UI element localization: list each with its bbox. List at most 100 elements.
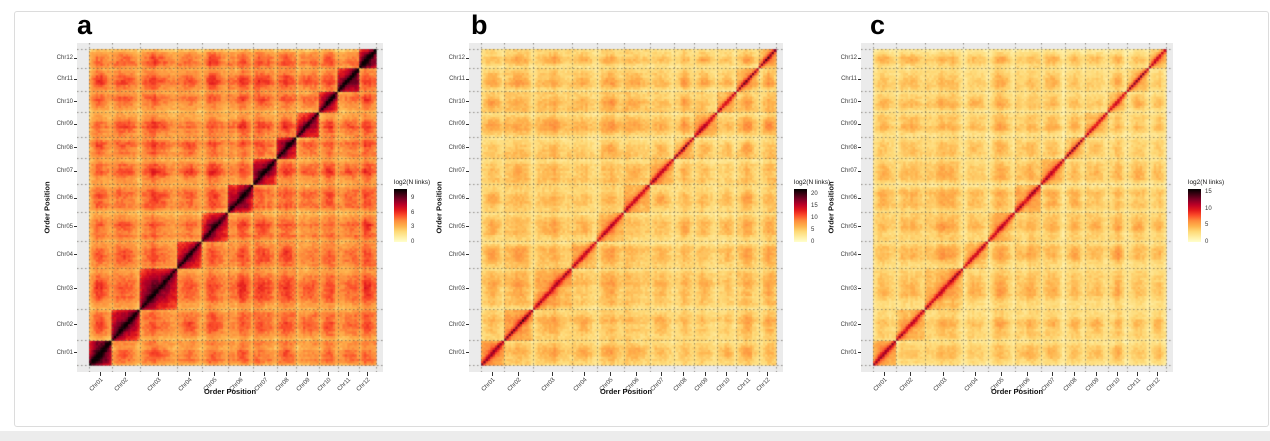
- x-tick-mark: [974, 372, 976, 376]
- colorbar-legend-c: log2(N links) 15 10 5 0: [1188, 179, 1238, 245]
- page-footer-strip: [0, 431, 1270, 441]
- y-tick-mark: [857, 226, 861, 228]
- y-tick-mark: [857, 123, 861, 125]
- y-tick-mark: [73, 352, 77, 354]
- y-tick-label: Chr06: [840, 195, 857, 202]
- y-tick-mark: [465, 78, 469, 80]
- legend-tick-label: 0: [411, 239, 415, 245]
- y-tick-mark: [465, 57, 469, 59]
- y-axis-title: Order Position: [434, 181, 444, 234]
- x-tick-mark: [1000, 372, 1002, 376]
- legend-tick-label: 6: [411, 209, 415, 216]
- y-tick-mark: [857, 101, 861, 103]
- x-tick-mark: [705, 372, 707, 376]
- panel-letter-c: c: [870, 10, 886, 40]
- y-tick-mark: [857, 324, 861, 326]
- y-tick-mark: [73, 147, 77, 149]
- x-tick-mark: [683, 372, 685, 376]
- y-tick-label: Chr11: [57, 76, 73, 83]
- x-tick-mark: [1095, 372, 1097, 376]
- x-tick-mark: [347, 372, 349, 376]
- y-tick-label: Chr09: [840, 121, 857, 128]
- x-tick-mark: [909, 372, 911, 376]
- y-tick-mark: [73, 288, 77, 290]
- y-tick-label: Chr10: [448, 98, 465, 105]
- panel-letter-b: b: [471, 10, 488, 40]
- legend-colorbar: [394, 189, 407, 242]
- y-tick-label: Chr06: [56, 195, 73, 202]
- x-tick-mark: [747, 372, 749, 376]
- y-tick-mark: [857, 57, 861, 59]
- x-tick-mark: [766, 372, 768, 376]
- x-tick-mark: [307, 372, 309, 376]
- x-tick-mark: [188, 372, 190, 376]
- x-tick-mark: [327, 372, 329, 376]
- y-tick-label: Chr06: [448, 195, 465, 202]
- x-tick-mark: [661, 372, 663, 376]
- y-tick-mark: [465, 324, 469, 326]
- y-tick-label: Chr11: [449, 76, 465, 83]
- y-tick-label: Chr12: [840, 55, 857, 62]
- legend-tick-label: 5: [811, 226, 815, 233]
- y-tick-label: Chr04: [840, 251, 857, 258]
- y-tick-mark: [73, 197, 77, 199]
- legend-title: log2(N links): [394, 179, 431, 186]
- legend-tick-label: 10: [811, 214, 818, 221]
- x-tick-mark: [492, 372, 494, 376]
- y-tick-label: Chr05: [448, 223, 465, 230]
- x-tick-mark: [1052, 372, 1054, 376]
- y-tick-mark: [857, 78, 861, 80]
- x-tick-mark: [239, 372, 241, 376]
- panel-letter-a: a: [77, 10, 93, 40]
- y-tick-label: Chr08: [448, 144, 465, 151]
- x-tick-mark: [551, 372, 553, 376]
- legend-tick-label: 0: [811, 239, 815, 245]
- x-tick-mark: [99, 372, 101, 376]
- x-tick-mark: [1137, 372, 1139, 376]
- legend-tick-label: 15: [811, 202, 818, 209]
- contact-heatmap-c: [861, 43, 1173, 372]
- y-tick-mark: [73, 324, 77, 326]
- contact-heatmap-b: [469, 43, 783, 372]
- y-tick-label: Chr02: [840, 321, 857, 328]
- y-tick-label: Chr09: [448, 121, 465, 128]
- x-axis-title: Order Position: [990, 387, 1044, 396]
- y-axis-title: Order Position: [42, 181, 52, 234]
- y-tick-mark: [73, 170, 77, 172]
- legend-tick-label: 0: [1205, 239, 1209, 245]
- legend-tick-label: 20: [811, 190, 818, 197]
- y-tick-label: Chr01: [840, 349, 857, 356]
- x-tick-mark: [1116, 372, 1118, 376]
- colorbar-legend-b: log2(N links) 20 15 10 5 0: [794, 179, 844, 245]
- y-tick-label: Chr01: [448, 349, 465, 356]
- y-tick-mark: [73, 57, 77, 59]
- y-tick-label: Chr03: [840, 285, 857, 292]
- y-tick-mark: [465, 197, 469, 199]
- y-tick-mark: [73, 254, 77, 255]
- x-tick-mark: [518, 372, 520, 376]
- x-tick-mark: [943, 372, 945, 376]
- y-tick-label: Chr04: [56, 251, 73, 258]
- y-tick-label: Chr08: [840, 144, 857, 151]
- y-tick-label: Chr07: [448, 168, 465, 175]
- y-tick-label: Chr12: [448, 55, 465, 62]
- y-tick-mark: [465, 288, 469, 290]
- x-tick-mark: [883, 372, 885, 376]
- legend-tick-label: 5: [1205, 222, 1209, 229]
- y-tick-label: Chr08: [56, 144, 73, 151]
- y-tick-mark: [857, 254, 861, 255]
- x-axis-title: Order Position: [599, 387, 653, 396]
- y-tick-label: Chr10: [56, 98, 73, 105]
- x-tick-mark: [1074, 372, 1076, 376]
- x-tick-mark: [1027, 372, 1029, 376]
- y-tick-mark: [857, 170, 861, 172]
- legend-title: log2(N links): [794, 179, 831, 186]
- y-tick-label: Chr07: [56, 168, 73, 175]
- y-tick-mark: [465, 147, 469, 149]
- y-tick-label: Chr12: [56, 55, 73, 62]
- contact-heatmap-a: [77, 43, 383, 372]
- x-tick-mark: [609, 372, 611, 376]
- colorbar-legend-a: log2(N links) 9 6 3 0: [394, 179, 444, 245]
- y-tick-mark: [465, 123, 469, 125]
